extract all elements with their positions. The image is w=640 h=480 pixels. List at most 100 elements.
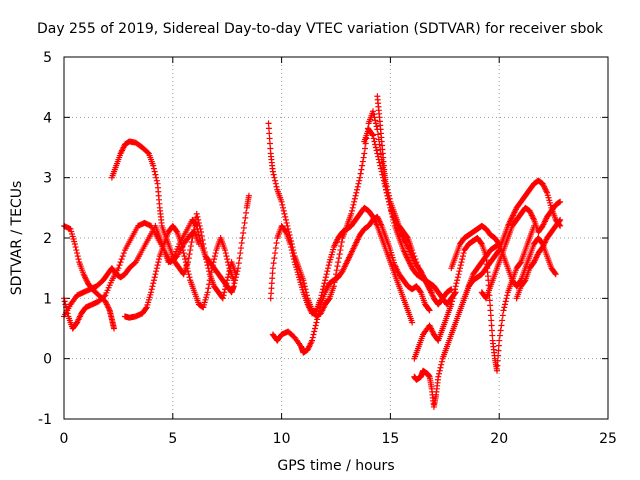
- data-point: [438, 361, 445, 368]
- data-point: [188, 239, 195, 246]
- data-point: [335, 259, 342, 266]
- data-point: [437, 364, 444, 371]
- data-point: [290, 253, 297, 260]
- data-point: [372, 141, 379, 148]
- data-point: [62, 301, 69, 308]
- data-point: [496, 332, 503, 339]
- data-point: [230, 283, 237, 290]
- data-point: [150, 277, 157, 284]
- data-point: [268, 285, 275, 292]
- data-point: [153, 174, 160, 181]
- data-point: [265, 125, 272, 132]
- data-point: [361, 150, 368, 157]
- data-point: [504, 292, 511, 299]
- data-point: [321, 280, 328, 287]
- data-point: [219, 295, 226, 302]
- data-point: [240, 224, 247, 231]
- y-tick-label: 2: [43, 231, 52, 247]
- data-point: [179, 244, 186, 251]
- data-point: [301, 283, 308, 290]
- x-axis-label: GPS time / hours: [277, 458, 394, 474]
- series-trace-e: [121, 222, 237, 321]
- data-point: [148, 286, 155, 293]
- data-point: [224, 259, 231, 266]
- data-point: [101, 293, 108, 300]
- y-tick-label: 1: [43, 291, 52, 307]
- data-point: [426, 307, 433, 314]
- data-point: [182, 259, 189, 266]
- data-point: [173, 254, 180, 261]
- data-point: [195, 241, 202, 248]
- data-point: [267, 295, 274, 302]
- data-point: [325, 296, 332, 303]
- data-point: [265, 120, 272, 127]
- data-point: [451, 289, 458, 296]
- data-point: [154, 262, 161, 269]
- data-point: [336, 251, 343, 258]
- data-point: [354, 183, 361, 190]
- data-point: [357, 170, 364, 177]
- data-point: [120, 250, 127, 257]
- data-point: [200, 245, 207, 252]
- data-point: [223, 253, 230, 260]
- data-point: [142, 305, 149, 312]
- data-point: [459, 253, 466, 260]
- data-point: [369, 132, 376, 139]
- data-point: [436, 367, 443, 374]
- data-point: [243, 209, 250, 216]
- data-point: [271, 174, 278, 181]
- data-point: [517, 260, 524, 267]
- data-point: [282, 213, 289, 220]
- data-point: [351, 195, 358, 202]
- data-point: [384, 192, 391, 199]
- data-point: [487, 312, 494, 319]
- data-point: [355, 180, 362, 187]
- data-point: [241, 219, 248, 226]
- data-point: [273, 183, 280, 190]
- data-point: [211, 256, 218, 263]
- data-point: [152, 271, 159, 278]
- data-point: [313, 319, 320, 326]
- data-point: [268, 280, 275, 287]
- data-point: [350, 201, 357, 208]
- data-point: [268, 290, 275, 297]
- series-trace-h: [269, 213, 433, 356]
- data-point: [173, 227, 180, 234]
- x-tick-label: 25: [599, 431, 617, 447]
- data-point: [74, 250, 81, 257]
- data-point: [290, 256, 297, 263]
- data-point: [195, 216, 202, 223]
- data-point: [156, 256, 163, 263]
- data-point: [310, 331, 317, 338]
- data-point: [369, 131, 376, 138]
- data-point: [376, 159, 383, 166]
- data-point: [116, 262, 123, 269]
- data-point: [222, 283, 229, 290]
- data-point: [271, 255, 278, 262]
- data-point: [489, 332, 496, 339]
- data-point: [362, 145, 369, 152]
- data-point: [353, 189, 360, 196]
- x-tick-label: 10: [273, 431, 291, 447]
- x-tick-label: 20: [490, 431, 508, 447]
- data-point: [323, 271, 330, 278]
- data-point: [150, 162, 157, 169]
- data-point: [451, 286, 458, 293]
- data-point: [312, 322, 319, 329]
- data-point: [499, 312, 506, 319]
- data-point: [385, 195, 392, 202]
- data-point: [487, 307, 494, 314]
- data-point: [74, 253, 81, 260]
- data-point: [153, 265, 160, 272]
- data-point: [377, 165, 384, 172]
- data-point: [370, 135, 377, 142]
- data-point: [235, 260, 242, 267]
- data-point: [155, 259, 162, 266]
- data-point: [183, 262, 190, 269]
- data-point: [501, 304, 508, 311]
- data-point: [267, 145, 274, 152]
- data-point: [457, 262, 464, 269]
- data-point: [335, 255, 342, 262]
- tick-layer: 0 5 10 15 20 25 -1 0 1 2 3 4 5: [38, 50, 617, 447]
- data-point: [182, 256, 189, 263]
